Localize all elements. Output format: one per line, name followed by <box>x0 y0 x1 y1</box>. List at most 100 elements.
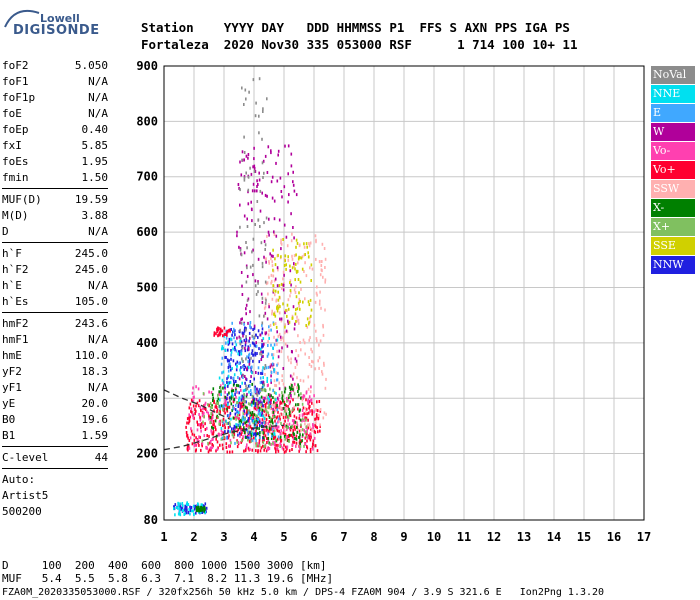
echo-point <box>216 399 219 403</box>
echo-point <box>281 413 284 417</box>
x-tick-label: 13 <box>517 530 531 544</box>
echo-point <box>262 431 265 435</box>
echo-point <box>239 361 241 365</box>
echo-point <box>288 433 291 437</box>
echo-point <box>270 401 272 404</box>
echo-point <box>288 193 290 197</box>
echo-point <box>298 304 300 308</box>
echo-point <box>229 413 231 417</box>
echo-point <box>188 406 191 410</box>
echo-point <box>277 153 279 157</box>
echo-point <box>258 388 261 392</box>
echo-point <box>259 413 262 417</box>
param-row: h`F2 245.0 <box>2 262 108 278</box>
echo-point <box>322 416 325 420</box>
echo-point <box>219 393 221 397</box>
echo-point <box>203 509 205 513</box>
x-tick-label: 5 <box>280 530 287 544</box>
echo-point <box>207 403 209 407</box>
echo-point <box>271 435 273 438</box>
echo-point <box>238 361 240 365</box>
echo-point <box>281 374 283 378</box>
echo-point <box>218 411 220 415</box>
echo-point <box>201 441 204 445</box>
echo-point <box>280 319 283 323</box>
echo-point <box>204 403 206 407</box>
echo-point <box>208 417 210 421</box>
echo-point <box>284 311 286 315</box>
echo-point <box>243 158 245 162</box>
echo-point <box>223 436 225 440</box>
echo-point <box>219 423 221 426</box>
echo-point <box>264 364 267 367</box>
echo-point <box>185 510 187 514</box>
echo-point <box>297 257 300 261</box>
echo-point <box>212 431 215 435</box>
echo-point <box>247 348 250 352</box>
echo-point <box>257 412 260 416</box>
echo-point <box>258 114 260 118</box>
echo-point <box>242 376 244 379</box>
echo-point <box>191 442 194 446</box>
echo-point <box>249 384 251 388</box>
echo-point <box>224 426 226 430</box>
echo-point <box>232 407 235 411</box>
echo-point <box>251 349 254 353</box>
echo-point <box>301 435 304 438</box>
echo-point <box>265 282 268 286</box>
echo-point <box>229 411 232 415</box>
echo-point <box>237 440 240 444</box>
echo-point <box>213 331 216 335</box>
echo-point <box>220 433 223 437</box>
echo-point <box>251 400 254 404</box>
echo-point <box>257 401 260 405</box>
echo-point <box>282 339 285 343</box>
echo-point <box>276 363 278 367</box>
echo-point <box>262 107 264 111</box>
echo-point <box>245 97 247 101</box>
echo-point <box>244 418 246 422</box>
echo-point <box>212 423 214 427</box>
echo-point <box>292 421 295 425</box>
echo-point <box>301 396 303 400</box>
param-value: 19.59 <box>74 193 108 206</box>
echo-point <box>305 391 308 395</box>
echo-point <box>264 373 266 376</box>
echo-point <box>241 150 244 154</box>
echo-point <box>232 359 235 363</box>
echo-point <box>244 365 247 369</box>
echo-point <box>268 400 271 404</box>
echo-point <box>196 401 199 405</box>
echo-point <box>233 397 235 401</box>
echo-point <box>281 446 284 450</box>
echo-point <box>256 387 258 391</box>
param-row: MUF(D) 19.59 <box>2 192 108 208</box>
echo-point <box>284 259 286 263</box>
echo-point <box>291 419 294 423</box>
echo-point <box>287 398 290 402</box>
echo-point <box>225 330 228 334</box>
echo-point <box>279 413 282 417</box>
echo-point <box>317 359 319 363</box>
echo-point <box>255 401 257 405</box>
echo-point <box>289 400 291 404</box>
echo-point <box>309 266 311 270</box>
echo-point <box>288 427 291 430</box>
echo-point <box>241 346 244 350</box>
echo-point <box>274 257 276 261</box>
echo-point <box>273 400 275 404</box>
echo-point <box>292 170 294 174</box>
echo-point <box>260 395 263 399</box>
echo-point <box>250 416 252 420</box>
echo-point <box>243 367 245 371</box>
echo-point <box>268 415 271 419</box>
echo-point <box>281 346 283 350</box>
echo-point <box>245 303 248 307</box>
echo-point <box>211 404 213 408</box>
echo-point <box>293 414 296 418</box>
echo-point <box>295 359 298 363</box>
echo-point <box>256 405 258 409</box>
echo-point <box>284 429 286 433</box>
echo-point <box>282 416 285 419</box>
echo-point <box>220 393 222 396</box>
